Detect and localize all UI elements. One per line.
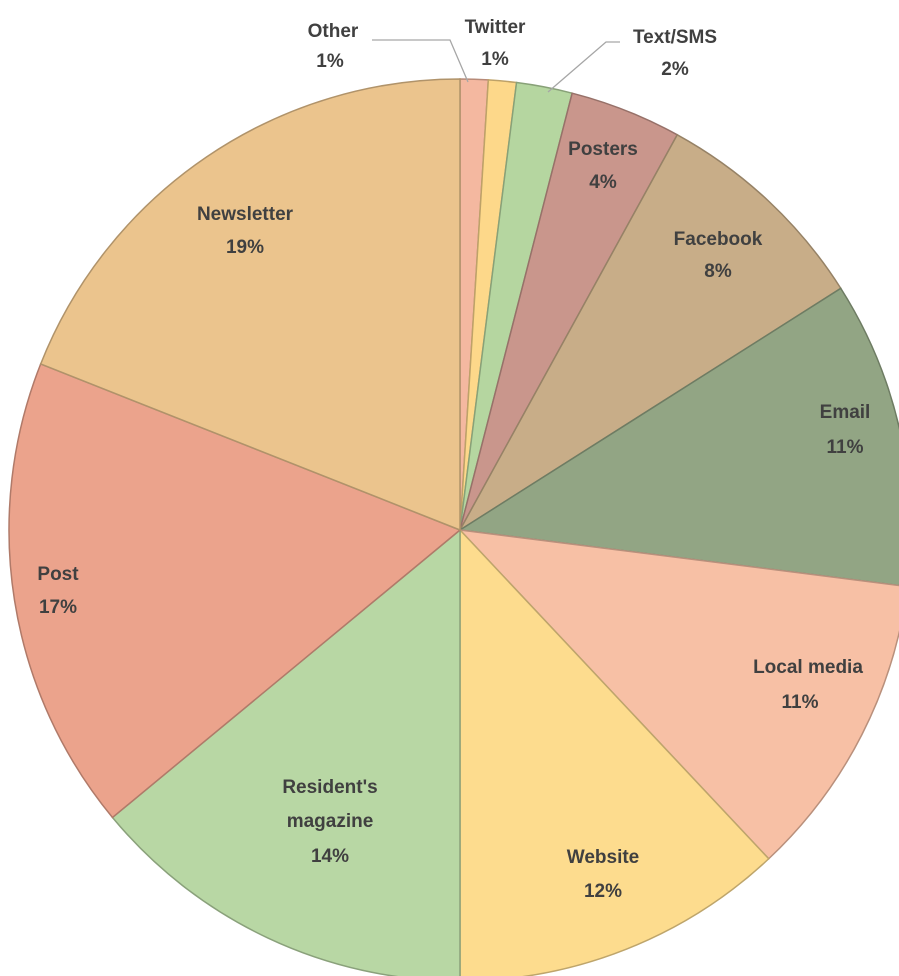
slice-value-label: 4% <box>589 172 617 193</box>
pie-slice <box>111 528 461 976</box>
slice-label: Facebook <box>674 229 763 250</box>
pie-slice <box>458 528 899 860</box>
pie-slice <box>457 287 899 587</box>
slice-value-label: 11% <box>782 692 819 713</box>
leader-line <box>547 41 620 93</box>
slice-value-label: 11% <box>827 437 864 458</box>
slice-label: Other <box>308 21 359 42</box>
pie-slice <box>459 133 842 531</box>
slice-label: Twitter <box>465 17 526 38</box>
slice-label: Local media <box>753 657 863 678</box>
slice-label: Website <box>567 847 640 868</box>
slice-value-label: 1% <box>316 51 344 72</box>
slice-label: Newsletter <box>197 204 294 225</box>
slice-value-label: 12% <box>584 881 622 902</box>
leader-line <box>372 39 469 83</box>
slice-value-label: 17% <box>39 597 77 618</box>
slice-label: Text/SMS <box>633 27 717 48</box>
slice-value-label: 1% <box>481 49 509 70</box>
slice-label: Resident's magazine <box>282 777 377 832</box>
slice-label: Email <box>820 402 871 423</box>
slice-value-label: 2% <box>661 59 689 80</box>
slice-value-label: 8% <box>704 261 732 282</box>
slice-label: Posters <box>568 139 638 160</box>
pie-slice <box>39 78 461 532</box>
slice-label: Post <box>37 564 79 585</box>
slice-value-label: 14% <box>311 846 349 867</box>
slice-value-label: 19% <box>226 237 264 258</box>
pie-slice <box>8 363 462 819</box>
pie-slice <box>459 528 770 976</box>
